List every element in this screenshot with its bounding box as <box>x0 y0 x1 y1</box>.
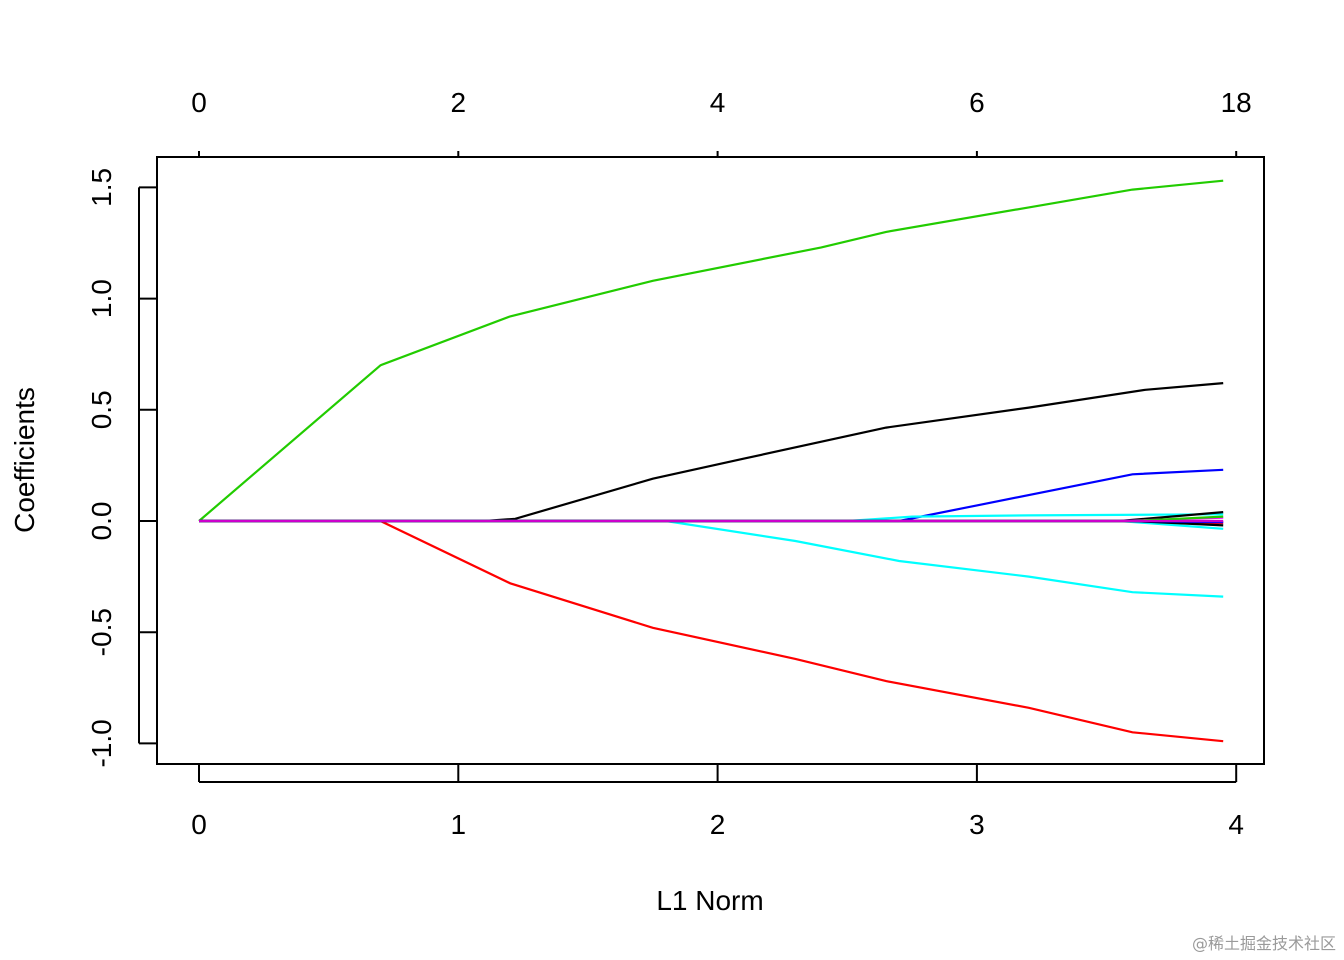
coefficient-path-2 <box>199 382 1224 523</box>
top-tick-label: 4 <box>710 87 726 118</box>
y-axis-left: -1.0 -0.5 0.0 0.5 1.0 1.5 <box>86 168 157 768</box>
y-tick-label: 0.5 <box>86 390 117 429</box>
x-axis-title: L1 Norm <box>656 885 763 916</box>
top-tick-label: 18 <box>1221 87 1252 118</box>
top-tick-label: 0 <box>191 87 207 118</box>
plot-frame <box>156 156 1265 765</box>
coefficient-path-7 <box>199 511 1224 523</box>
coefficient-path-3 <box>199 468 1224 523</box>
x-tick-label: 2 <box>710 809 726 840</box>
y-tick-label: 1.5 <box>86 168 117 207</box>
top-tick-label: 2 <box>451 87 467 118</box>
y-tick-label: 0.0 <box>86 502 117 541</box>
coefficient-path-1 <box>198 179 1224 522</box>
x-tick-label: 4 <box>1228 809 1244 840</box>
x-tick-label: 1 <box>451 809 467 840</box>
watermark: @稀土掘金技术社区 <box>1191 934 1336 953</box>
x-axis-top: 0 2 4 6 18 <box>191 87 1252 157</box>
y-axis-title: Coefficients <box>9 387 40 533</box>
coefficient-path-6 <box>199 519 1224 743</box>
x-tick-label: 3 <box>969 809 985 840</box>
y-tick-label: -0.5 <box>86 608 117 656</box>
y-tick-label: 1.0 <box>86 279 117 318</box>
series-layer <box>198 179 1224 743</box>
x-tick-label: 0 <box>191 809 207 840</box>
coefficient-path-4 <box>199 519 1224 598</box>
x-axis-bottom: 0 1 2 3 4 <box>191 764 1244 840</box>
top-tick-label: 6 <box>969 87 985 118</box>
y-tick-label: -1.0 <box>86 719 117 767</box>
